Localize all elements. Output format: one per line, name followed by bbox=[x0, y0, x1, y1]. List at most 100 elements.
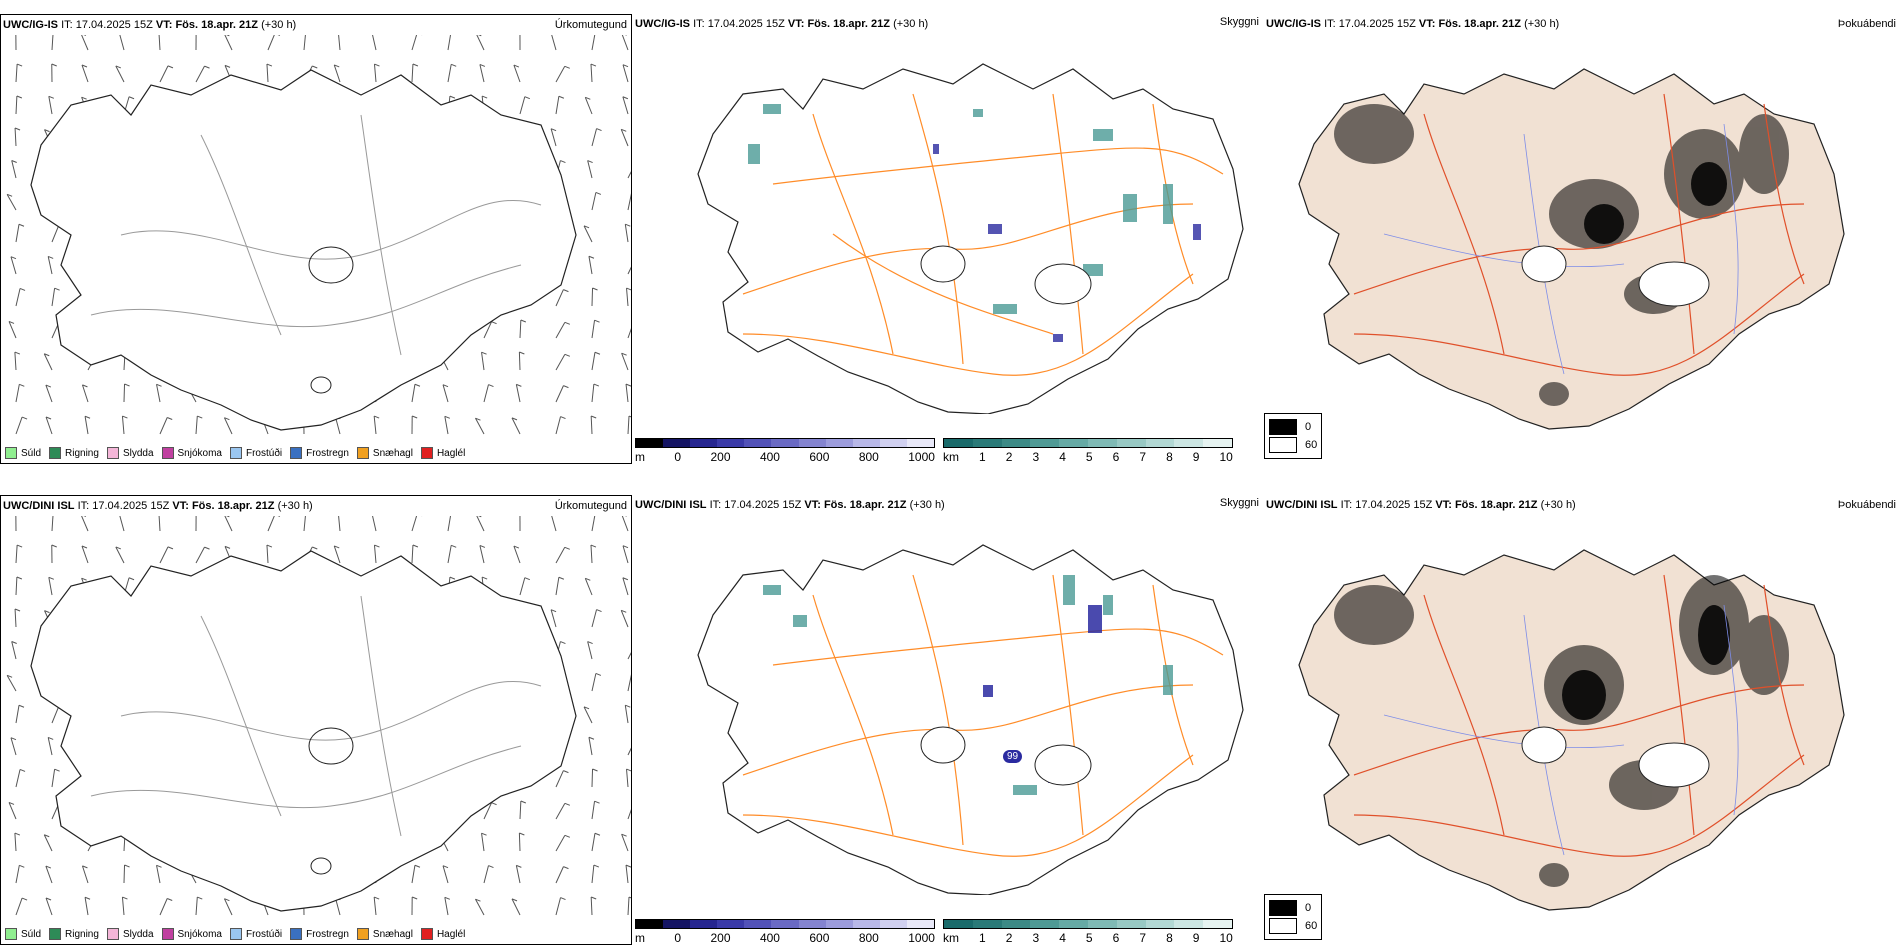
colorbar-swatch bbox=[1116, 439, 1146, 447]
wind-barb-feather bbox=[16, 576, 23, 580]
panel-type-label: Úrkomutegund bbox=[554, 19, 627, 31]
wind-barb-feather bbox=[54, 768, 60, 772]
legend-swatch bbox=[356, 447, 369, 459]
wind-barb-feather bbox=[444, 415, 451, 419]
colorbar-tick: 4 bbox=[1059, 450, 1066, 464]
legend-item: Rigning bbox=[49, 928, 99, 940]
wind-barb-feather bbox=[312, 65, 318, 69]
visibility-panel-bottom: UWC/DINI ISL IT: 17.04.2025 15Z VT: Fös.… bbox=[633, 495, 1263, 945]
colorbar-swatch bbox=[852, 920, 880, 928]
wind-barb-feather bbox=[373, 896, 380, 900]
wind-barb bbox=[590, 415, 593, 435]
wind-barb-feather bbox=[19, 864, 25, 868]
colorbar-swatch bbox=[906, 439, 935, 447]
wind-barb-feather bbox=[625, 223, 631, 227]
legend-label: Frostúði bbox=[245, 447, 283, 459]
wind-barb bbox=[519, 577, 526, 596]
wind-barb-feather bbox=[224, 64, 231, 68]
wind-barb bbox=[15, 769, 21, 788]
wind-barb-feather bbox=[51, 63, 57, 67]
wind-barb bbox=[121, 897, 125, 916]
wind-barb-feather bbox=[197, 896, 203, 900]
wind-barb bbox=[584, 97, 593, 115]
legend-swatch bbox=[49, 928, 62, 940]
colorbar-tick: 400 bbox=[759, 931, 780, 945]
wind-barb bbox=[481, 352, 485, 371]
colorbar-swatch bbox=[663, 920, 691, 928]
wind-barb bbox=[481, 833, 485, 852]
colorbar-tick: 6 bbox=[1112, 450, 1120, 464]
wind-barb bbox=[119, 516, 125, 532]
legend-swatch bbox=[161, 928, 174, 940]
legend-item: Snjókoma bbox=[161, 928, 222, 940]
wind-barb bbox=[15, 705, 20, 724]
legend-swatch bbox=[229, 447, 242, 459]
colorbar-km-swatches bbox=[943, 919, 1233, 929]
wind-barb-feather bbox=[475, 417, 481, 421]
wind-barb-feather bbox=[10, 256, 17, 260]
wind-barb-feather bbox=[124, 383, 130, 387]
wind-barb-feather bbox=[334, 545, 340, 549]
colorbar-swatch bbox=[717, 920, 745, 928]
wind-barb-feather bbox=[590, 544, 597, 548]
colorbar-tick: 1 bbox=[979, 931, 986, 945]
wind-barb-feather bbox=[564, 546, 570, 550]
fog-legend-row: 60 bbox=[1269, 437, 1317, 453]
wind-barb bbox=[115, 65, 125, 83]
wind-barb bbox=[11, 160, 17, 179]
colorbar-tick: 10 bbox=[1219, 450, 1233, 464]
wind-barb bbox=[518, 351, 521, 371]
wind-barb bbox=[591, 768, 594, 788]
wind-barb bbox=[626, 769, 629, 788]
max-value-marker: 99 bbox=[1003, 750, 1023, 763]
wind-barb bbox=[591, 352, 596, 371]
iceland-visibility-map bbox=[697, 63, 1244, 414]
wind-barb-feather bbox=[519, 351, 525, 355]
wind-barb-feather bbox=[588, 255, 595, 259]
colorbar-tick: 4 bbox=[1059, 931, 1066, 945]
wind-barb-feather bbox=[587, 160, 593, 163]
wind-barb bbox=[195, 65, 205, 83]
wind-barb bbox=[158, 35, 161, 51]
wind-barb-feather bbox=[412, 544, 419, 548]
wind-barb bbox=[48, 96, 53, 115]
wind-barb-feather bbox=[593, 864, 600, 868]
legend-swatch bbox=[356, 928, 369, 940]
wind-barb bbox=[621, 833, 629, 852]
wind-barb bbox=[81, 545, 89, 564]
wind-barb bbox=[590, 545, 593, 564]
wind-barb bbox=[627, 266, 631, 275]
wind-barb bbox=[14, 608, 17, 628]
wind-barb-feather bbox=[488, 384, 494, 388]
wind-barb-feather bbox=[373, 415, 380, 419]
wind-barb bbox=[591, 192, 597, 211]
colorbar-tick: 1000 bbox=[908, 931, 935, 945]
wind-barb-feather bbox=[583, 706, 590, 710]
colorbar-swatch bbox=[771, 920, 799, 928]
wind-barb-feather bbox=[516, 383, 522, 387]
wind-barb bbox=[591, 287, 594, 307]
wind-barb bbox=[303, 516, 306, 532]
wind-barb bbox=[555, 770, 564, 788]
wind-barb bbox=[588, 256, 593, 275]
wind-barb bbox=[555, 354, 566, 371]
wind-barb-feather bbox=[16, 544, 23, 548]
wind-barb bbox=[447, 35, 452, 51]
wind-barb-feather bbox=[21, 416, 28, 420]
legend-item: Frostúði bbox=[229, 928, 282, 940]
wind-barb bbox=[123, 383, 126, 403]
wind-barb-feather bbox=[84, 896, 91, 900]
panel-type-label: Skyggni bbox=[1219, 497, 1259, 509]
wind-barb bbox=[555, 866, 564, 884]
wind-barb bbox=[591, 320, 596, 339]
wind-barb-feather bbox=[481, 576, 488, 580]
wind-barb bbox=[584, 578, 593, 596]
wind-barb-feather bbox=[19, 768, 26, 772]
wind-barb-feather bbox=[224, 545, 231, 549]
wind-barb-feather bbox=[14, 127, 21, 131]
wind-barb-feather bbox=[156, 383, 162, 387]
wind-barb bbox=[624, 224, 629, 243]
wind-barb bbox=[224, 516, 233, 532]
fog-legend-label: 60 bbox=[1305, 920, 1318, 932]
wind-barb-feather bbox=[625, 864, 631, 868]
